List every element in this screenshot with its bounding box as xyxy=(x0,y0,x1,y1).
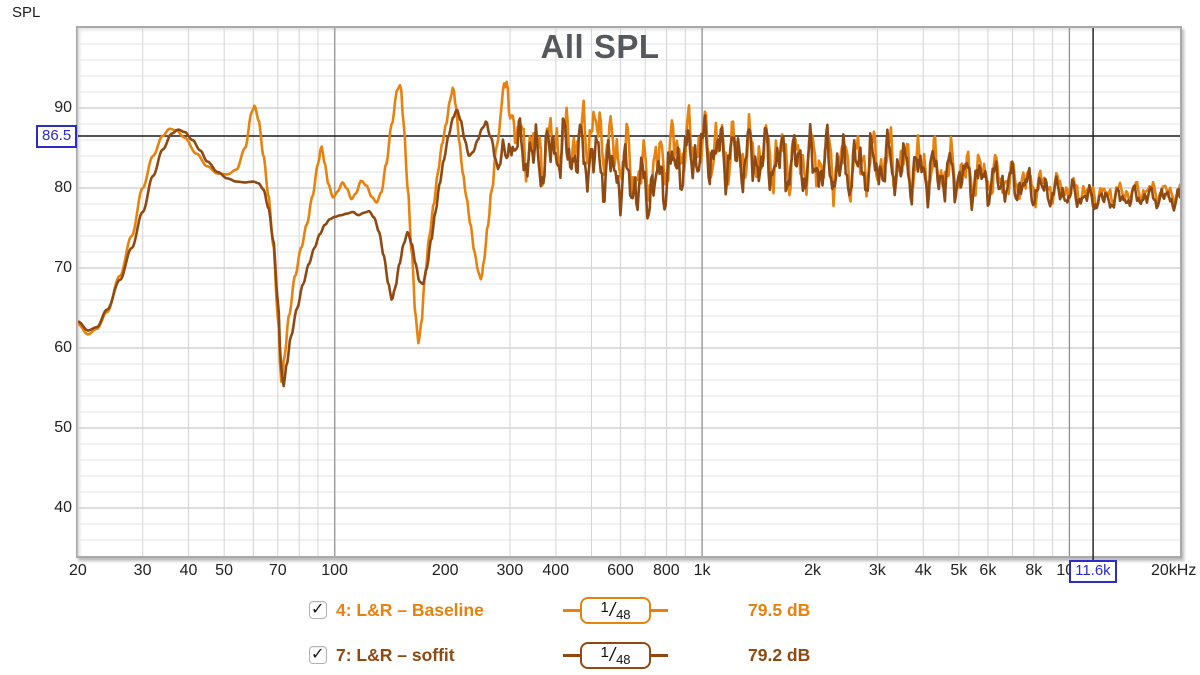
legend-label-soffit: 7: L&R – soffit xyxy=(336,645,455,665)
fraction-slash-icon: / xyxy=(609,645,616,666)
chart-title: All SPL xyxy=(540,28,660,65)
soffit-level-value: 79.2 dB xyxy=(748,645,811,665)
trace-7 xyxy=(78,108,1180,388)
y-axis-tick-label: 80 xyxy=(54,179,72,196)
smoothing-fraction: 1/48 xyxy=(580,597,651,624)
fraction-slash-icon: / xyxy=(609,600,616,621)
trace-4 xyxy=(78,80,1180,383)
x-axis-tick-label: 600 xyxy=(607,562,634,579)
y-axis-tick-label: 50 xyxy=(54,419,72,436)
x-axis-tick-label: 3k xyxy=(868,562,886,579)
x-axis-tick-label: 30 xyxy=(133,562,152,579)
y-axis-title: SPL xyxy=(12,4,41,21)
x-axis-tick-label: 100 xyxy=(321,562,348,579)
x-axis-tick-label: 8k xyxy=(1025,562,1043,579)
x-axis-tick-label: 2k xyxy=(804,562,822,579)
smoothing-line-right-icon xyxy=(651,654,668,657)
smoothing-line-right-icon xyxy=(651,609,668,612)
soffit-visibility-checkbox[interactable]: ✓ xyxy=(309,646,327,664)
x-axis-tick-label: 70 xyxy=(268,562,287,579)
y-axis-tick-label: 40 xyxy=(54,499,72,516)
baseline-smoothing-badge[interactable]: 1/48 xyxy=(563,597,668,624)
smoothing-line-left-icon xyxy=(563,654,580,657)
x-axis-tick-label: 800 xyxy=(652,562,680,579)
y-axis-tick-label: 60 xyxy=(54,339,72,356)
x-axis-tick-label: 20kHz xyxy=(1151,562,1197,579)
x-axis-tick-label: 1k xyxy=(693,562,711,579)
soffit-smoothing-badge[interactable]: 1/48 xyxy=(563,642,668,669)
smoothing-fraction: 1/48 xyxy=(580,642,651,669)
checkmark-icon: ✓ xyxy=(311,646,325,663)
baseline-visibility-checkbox[interactable]: ✓ xyxy=(309,601,327,619)
baseline-level-value: 79.5 dB xyxy=(748,600,811,620)
legend-row-soffit[interactable]: ✓ 7: L&R – soffit 1/48 79.2 dB xyxy=(0,642,1200,673)
legend: ✓ 4: L&R – Baseline 1/48 79.5 dB ✓ 7: L&… xyxy=(0,592,1200,675)
plot-area[interactable] xyxy=(76,26,1182,558)
y-axis-tick-label: 70 xyxy=(54,259,72,276)
x-axis-tick-label: 40 xyxy=(179,562,198,579)
smoothing-line-left-icon xyxy=(563,609,580,612)
x-axis-tick-label: 300 xyxy=(496,562,524,579)
x-axis-tick-label: 50 xyxy=(215,562,233,579)
cursor-spl-readout: 86.5 xyxy=(36,125,78,148)
x-axis-tick-label: 4k xyxy=(914,562,932,579)
x-axis-tick-label: 20 xyxy=(69,562,87,579)
checkmark-icon: ✓ xyxy=(311,601,325,618)
x-axis-tick-label: 5k xyxy=(950,562,968,579)
cursor-freq-readout: 11.6k xyxy=(1069,560,1117,583)
legend-label-baseline: 4: L&R – Baseline xyxy=(336,600,484,620)
x-axis-tick-label: 6k xyxy=(979,562,997,579)
y-axis-tick-label: 90 xyxy=(54,99,72,116)
legend-row-baseline[interactable]: ✓ 4: L&R – Baseline 1/48 79.5 dB xyxy=(0,597,1200,628)
x-axis-tick-label: 200 xyxy=(431,562,459,579)
x-axis-tick-label: 400 xyxy=(542,562,570,579)
